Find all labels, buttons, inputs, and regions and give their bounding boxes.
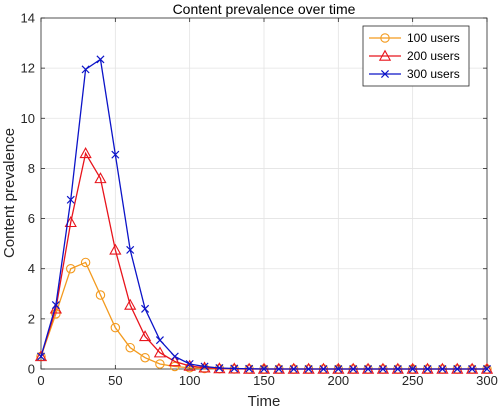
series-3 xyxy=(36,55,492,374)
data-point xyxy=(141,304,150,313)
y-tick-label: 14 xyxy=(21,11,35,26)
y-tick-label: 8 xyxy=(28,161,35,176)
data-point xyxy=(138,330,152,342)
data-point xyxy=(259,364,269,374)
data-point xyxy=(81,65,90,74)
y-tick-label: 4 xyxy=(28,261,35,276)
data-point xyxy=(230,364,239,373)
legend-marker xyxy=(380,33,390,43)
legend-marker xyxy=(380,69,390,79)
data-point xyxy=(140,352,150,363)
legend-label: 100 users xyxy=(407,31,460,45)
data-point xyxy=(378,364,387,374)
data-point xyxy=(124,298,137,310)
data-point xyxy=(349,364,358,374)
x-tick-label: 50 xyxy=(108,373,122,388)
data-point xyxy=(155,359,165,369)
x-tick-label: 200 xyxy=(327,373,349,388)
data-point xyxy=(34,350,48,362)
data-point xyxy=(438,364,447,374)
data-point xyxy=(170,361,180,372)
data-point xyxy=(36,352,46,361)
data-point xyxy=(170,352,179,361)
data-point xyxy=(125,342,135,353)
data-point xyxy=(274,364,283,374)
data-point xyxy=(183,359,196,371)
y-tick-label: 0 xyxy=(28,362,35,377)
data-point xyxy=(96,55,105,64)
data-point xyxy=(393,364,402,374)
data-point xyxy=(168,355,181,367)
x-tick-label: 300 xyxy=(476,373,498,388)
data-point xyxy=(245,364,254,373)
data-point xyxy=(364,364,373,374)
y-tick-label: 12 xyxy=(21,61,35,76)
data-point xyxy=(95,290,106,300)
legend-label: 300 users xyxy=(407,67,460,81)
y-tick-label: 6 xyxy=(28,211,35,226)
axis-ticks: 0 50 100 150 200 250 300 0 2 4 6 8 10 12 14 xyxy=(21,11,498,389)
series-layer xyxy=(34,55,494,374)
data-point xyxy=(126,245,135,254)
data-point xyxy=(319,364,328,374)
data-point xyxy=(51,301,60,310)
x-tick-label: 100 xyxy=(179,373,201,388)
x-tick-label: 250 xyxy=(402,373,424,388)
data-point xyxy=(109,243,122,255)
data-point xyxy=(80,257,91,268)
data-point xyxy=(289,364,298,374)
data-point xyxy=(453,364,462,374)
grid xyxy=(41,18,487,369)
chart-title: Content prevalence over time xyxy=(173,1,356,17)
data-point xyxy=(215,363,224,373)
data-point xyxy=(408,364,417,374)
data-point xyxy=(334,364,343,374)
data-point xyxy=(110,322,121,333)
x-tick-label: 0 xyxy=(37,373,44,388)
y-axis-title: Content prevalence xyxy=(1,128,18,258)
data-point xyxy=(65,263,76,274)
data-point xyxy=(111,150,120,159)
data-point xyxy=(66,195,75,204)
data-point xyxy=(79,147,92,159)
legend: 100 users 200 users 300 users xyxy=(362,25,470,87)
data-point xyxy=(155,336,164,345)
data-point xyxy=(304,364,313,374)
legend-marker xyxy=(378,49,392,61)
x-tick-label: 150 xyxy=(253,373,275,388)
data-point xyxy=(153,346,167,358)
x-axis-title: Time xyxy=(248,393,281,410)
data-point xyxy=(423,364,432,374)
data-point xyxy=(185,359,194,369)
data-point xyxy=(94,172,107,184)
legend-label: 200 users xyxy=(407,49,460,63)
y-tick-label: 10 xyxy=(21,111,35,126)
data-point xyxy=(482,364,492,374)
data-point xyxy=(468,364,477,374)
data-point xyxy=(200,362,209,371)
y-tick-label: 2 xyxy=(28,311,35,326)
